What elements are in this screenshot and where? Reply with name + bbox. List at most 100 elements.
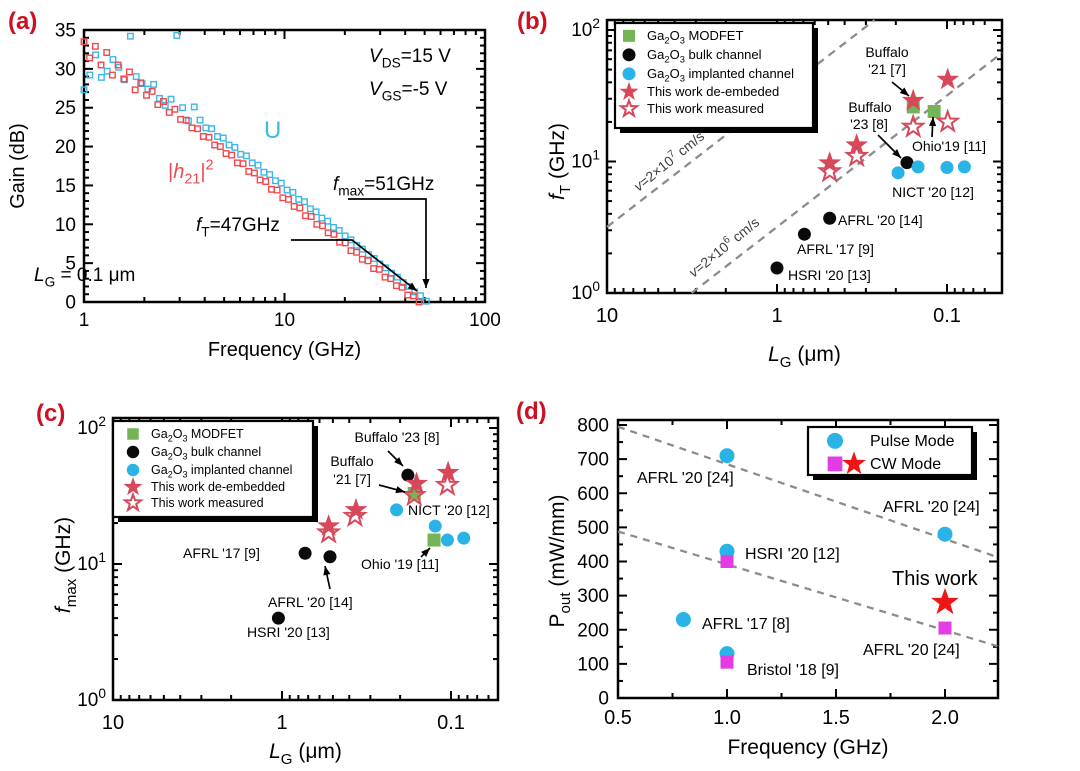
y-tick-label: 500 — [577, 518, 609, 539]
y-tick-label: 400 — [577, 552, 609, 573]
legend-item-label: Ga2O3 implanted channel — [151, 463, 292, 480]
x-tick-label: 0.1 — [933, 305, 961, 327]
annotation-vds: VDS=15 V — [369, 46, 451, 70]
annotation-fmax-label: fmax=51GHz — [333, 174, 434, 198]
x-tick-label: 0.1 — [437, 712, 465, 734]
x-axis-title: LG (μm) — [269, 740, 342, 768]
y-tick-label: 0 — [65, 293, 76, 314]
legend: Pulse Mode CW Mode — [806, 425, 977, 480]
y-tick-label: 5 — [65, 254, 76, 275]
x-axis-title: Frequency (GHz) — [727, 736, 888, 759]
x-tick-label: 100 — [469, 310, 501, 331]
y-tick-label: 0 — [598, 689, 609, 710]
y-tick-label: 15 — [55, 176, 76, 197]
x-tick-label: 10 — [102, 712, 124, 734]
y-tick-label: 25 — [55, 98, 76, 119]
annotation-v2e7-label: v=2×107 cm/s — [630, 127, 707, 194]
legend-item-label: Ga2O3 bulk channel — [647, 47, 762, 65]
annotation-lg-label: LG = 0.1 μm — [34, 265, 135, 289]
annotation-u-label: U — [264, 117, 281, 144]
y-tick-label: 100 — [571, 279, 600, 304]
legend-item-label: Ga2O3 bulk channel — [151, 445, 261, 462]
annotation-nict20: NICT '20 [12] — [892, 184, 974, 200]
series-this-work-de-embeded — [818, 67, 960, 173]
annotation-buffalo23: Buffalo '23 [8] — [355, 429, 440, 445]
legend-item-label: This work de-embeded — [647, 84, 779, 99]
annotation-h21-label: |h21|2 — [168, 158, 214, 188]
y-tick-label: 30 — [55, 59, 76, 80]
annotation-vgs: VGS=-5 V — [369, 79, 448, 103]
series-ga2o3-implanted-channel — [390, 503, 471, 547]
annotation-ohio19: Ohio'19 [11] — [912, 138, 986, 154]
annotation-buffalo21-1: Buffalo — [865, 44, 909, 60]
annotation-buffalo21-2: '21 [7] — [333, 471, 371, 487]
axes: 0.5 1.0 1.5 2.0 0 100 200 300 400 500 600 700 800 Fre… — [546, 416, 1000, 759]
panel-d-pout-vs-frequency-chart: 0.5 1.0 1.5 2.0 0 100 200 300 400 500 600 700 800 Fre… — [546, 416, 1000, 759]
y-tick-label: 700 — [577, 450, 609, 471]
x-tick-label: 1 — [771, 305, 782, 327]
annotation-this-work: This work — [892, 568, 979, 590]
x-tick-label: 1 — [276, 712, 287, 734]
annotation-afrl20-left: AFRL '20 [24] — [637, 470, 734, 487]
annotation-afrl17: AFRL '17 [9] — [183, 545, 260, 561]
legend-item-label: Ga2O3 MODFET — [151, 427, 244, 444]
annotation-afrl17: AFRL '17 [8] — [702, 616, 790, 633]
x-tick-label: 2.0 — [931, 707, 959, 729]
annotation-afrl17: AFRL '17 [9] — [797, 241, 874, 257]
series-this-work-measured — [315, 471, 461, 544]
panel-d-label: (d) — [516, 398, 547, 425]
annotations: AFRL '20 [24] AFRL '20 [24] HSRI '20 [12] T… — [637, 470, 980, 679]
series-u — [80, 31, 430, 305]
legend-item-label: Ga2O3 MODFET — [647, 28, 743, 46]
x-tick-label: 1 — [79, 310, 90, 331]
legend-item-label: Ga2O3 implanted channel — [647, 66, 794, 84]
y-tick-label: 100 — [77, 686, 106, 711]
annotation-bristol18: Bristol '18 [9] — [747, 662, 839, 679]
legend-item-label: This work de-embedded — [151, 480, 285, 494]
y-axis-title: Pout (mW/mm) — [546, 495, 574, 628]
annotation-afrl20: AFRL '20 [14] — [268, 594, 353, 610]
series--h21-2 — [80, 38, 423, 306]
x-tick-label: 1.5 — [822, 707, 850, 729]
axes: 1 10 100 0 5 10 15 20 25 30 35 Frequency (GHz) Gain … — [7, 21, 501, 361]
annotation-hsri20: HSRI '20 [12] — [745, 546, 840, 563]
annotation-buffalo21-1: Buffalo — [330, 453, 374, 469]
guide-lines — [617, 425, 998, 648]
y-tick-label: 100 — [577, 654, 609, 675]
y-tick-label: 300 — [577, 586, 609, 607]
y-tick-label: 10 — [55, 215, 76, 236]
y-axis-title: Gain (dB) — [7, 123, 29, 209]
y-tick-label: 101 — [571, 148, 600, 173]
series-this-work-measured — [816, 108, 961, 183]
annotation-hsri20: HSRI '20 [13] — [788, 267, 871, 283]
annotations: VDS=15 V VGS=-5 V U |h21|2 fmax=51GHz fT=47GH… — [34, 46, 451, 289]
annotation-afrl20-bottom: AFRL '20 [24] — [863, 642, 960, 659]
annotation-hsri20: HSRI '20 [13] — [247, 624, 330, 640]
x-tick-label: 10 — [274, 310, 295, 331]
annotation-arrows — [323, 450, 431, 590]
y-axis-title: fmax (GHz) — [52, 517, 80, 613]
x-tick-label: 10 — [596, 305, 618, 327]
series-cw-mode — [720, 555, 952, 669]
annotation-buffalo23-2: '23 [8] — [850, 116, 888, 132]
annotation-afrl20: AFRL '20 [14] — [838, 212, 923, 228]
y-tick-label: 102 — [77, 414, 106, 439]
y-tick-label: 35 — [55, 21, 76, 42]
annotation-buffalo21-2: '21 [7] — [868, 61, 906, 77]
legend-item-label: Pulse Mode — [870, 433, 955, 450]
annotation-buffalo23-1: Buffalo — [848, 99, 892, 115]
y-tick-label: 800 — [577, 416, 609, 437]
panel-b-label: (b) — [517, 8, 548, 35]
x-tick-label: 0.5 — [604, 707, 632, 729]
series-ga2o3-implanted-channel — [891, 160, 971, 180]
y-axis-title: fT (GHz) — [546, 123, 574, 200]
annotation-arrows — [877, 81, 937, 159]
y-tick-label: 102 — [571, 16, 600, 41]
panel-a-label: (a) — [8, 8, 38, 35]
series-ga2o3-bulk-channel — [770, 156, 914, 275]
panel-c-label: (c) — [36, 400, 66, 427]
